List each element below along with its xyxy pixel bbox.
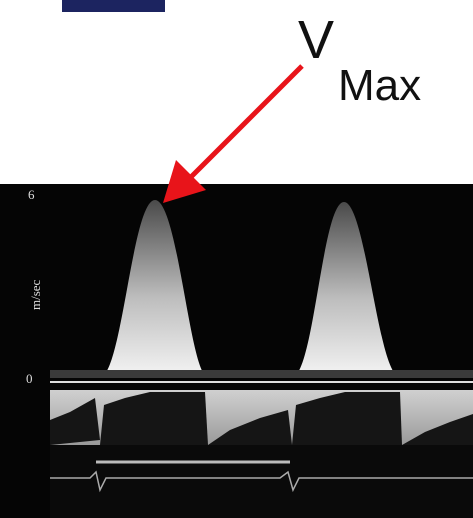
- lower-shadow: [100, 392, 208, 445]
- lower-shadow: [50, 398, 100, 445]
- lower-shadow: [208, 410, 292, 445]
- axis-top-label: 6: [28, 187, 35, 202]
- arrow-shaft: [188, 64, 304, 180]
- lower-shadow: [402, 414, 473, 445]
- axis-zero-label: 0: [26, 371, 33, 386]
- vmax-subscript: Max: [338, 61, 421, 110]
- axis-unit-label: m/sec: [28, 279, 43, 310]
- lower-background: [50, 445, 473, 518]
- ecg-trace: [50, 470, 473, 493]
- lower-shadow: [292, 392, 402, 445]
- logo-block: [62, 0, 165, 12]
- vmax-label: V: [298, 10, 334, 70]
- arrow-head: [163, 160, 206, 203]
- baseline-noise: [50, 370, 473, 378]
- doppler-peak: [292, 202, 400, 377]
- doppler-peak: [100, 200, 208, 377]
